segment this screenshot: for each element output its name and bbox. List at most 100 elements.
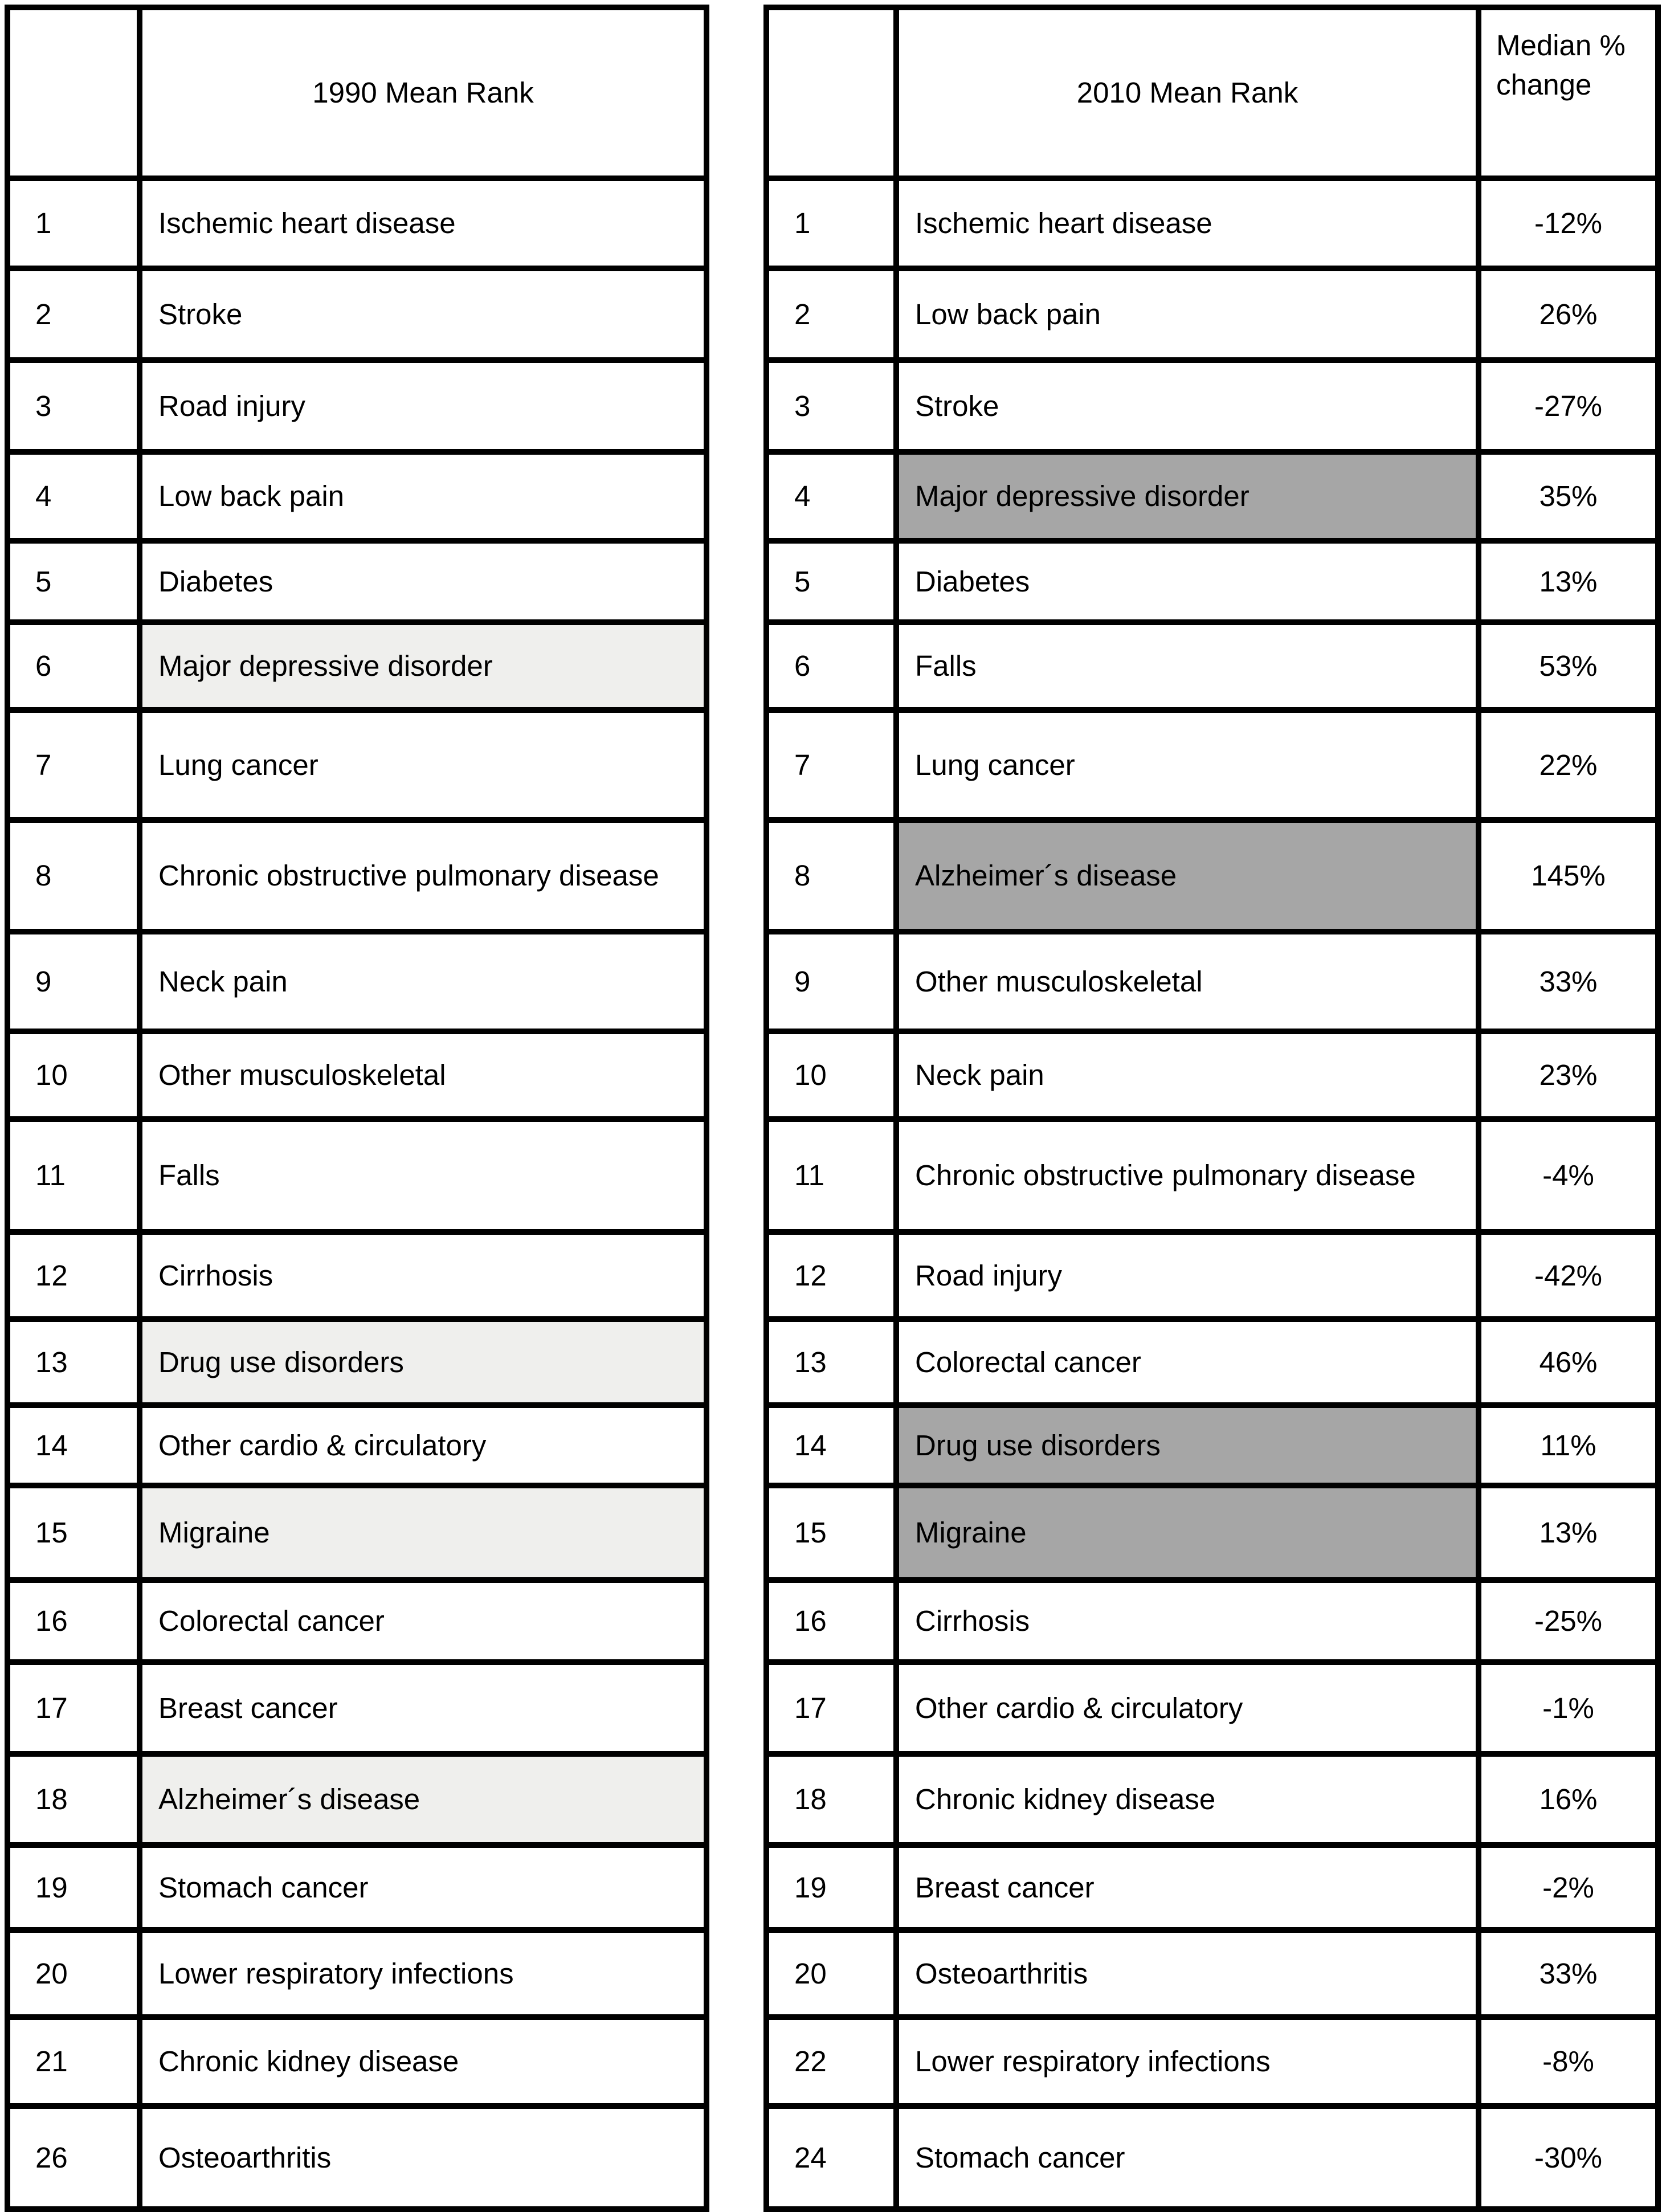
rank-cell: 7 (763, 707, 899, 823)
cause-cell: Breast cancer (137, 1659, 709, 1757)
table-row: 26 Osteoarthritis (5, 2103, 709, 2212)
table-row: 10 Neck pain 23% (763, 1029, 1661, 1122)
cause-cell-highlighted: Major depressive disorder (893, 449, 1481, 544)
rank-cell: 2 (763, 266, 899, 363)
rank-cell: 8 (5, 817, 142, 934)
table-row: 7 Lung cancer 22% (763, 707, 1661, 823)
rank-cell: 17 (5, 1659, 142, 1757)
median-change-cell: -8% (1476, 2014, 1661, 2109)
table-row: 16 Cirrhosis -25% (763, 1577, 1661, 1665)
table-row: 1 Ischemic heart disease -12% (763, 176, 1661, 271)
median-change-cell: -12% (1476, 176, 1661, 271)
table-2010-mean-rank: 2010 Mean Rank Median % change 1 Ischemic… (763, 5, 1661, 2212)
rank-cell: 19 (763, 1842, 899, 1933)
rank-cell: 2 (5, 266, 142, 363)
cause-cell-highlighted: Migraine (137, 1483, 709, 1583)
cause-cell: Stroke (893, 357, 1481, 455)
table-row: 15 Migraine (5, 1483, 709, 1583)
rank-cell: 12 (763, 1229, 899, 1322)
table-1990-rank-header-cell (5, 5, 142, 181)
rank-cell: 22 (763, 2014, 899, 2109)
cause-cell: Low back pain (893, 266, 1481, 363)
table-1990-header-row: 1990 Mean Rank (5, 5, 709, 181)
table-row: 7 Lung cancer (5, 707, 709, 823)
median-change-cell: 13% (1476, 1483, 1661, 1583)
cause-cell: Neck pain (137, 929, 709, 1034)
rank-cell: 19 (5, 1842, 142, 1933)
table-row: 3 Stroke -27% (763, 357, 1661, 455)
table-row: 18 Chronic kidney disease 16% (763, 1751, 1661, 1848)
rank-cell: 24 (763, 2103, 899, 2212)
rank-cell: 26 (5, 2103, 142, 2212)
table-2010-header-row: 2010 Mean Rank Median % change (763, 5, 1661, 181)
table-row: 5 Diabetes (5, 538, 709, 625)
cause-cell: Falls (893, 619, 1481, 713)
cause-cell: Other cardio & circulatory (137, 1402, 709, 1488)
cause-cell: Lower respiratory infections (893, 2014, 1481, 2109)
rank-cell: 17 (763, 1659, 899, 1757)
rank-cell: 3 (5, 357, 142, 455)
table-row: 20 Lower respiratory infections (5, 1927, 709, 2020)
rank-cell: 18 (5, 1751, 142, 1848)
median-change-cell: 33% (1476, 1927, 1661, 2020)
table-row: 16 Colorectal cancer (5, 1577, 709, 1665)
cause-cell: Colorectal cancer (893, 1316, 1481, 1408)
rank-cell: 16 (5, 1577, 142, 1665)
cause-cell-highlighted: Alzheimer´s disease (893, 817, 1481, 934)
rank-cell: 10 (763, 1029, 899, 1122)
rank-cell: 16 (763, 1577, 899, 1665)
median-change-cell: -4% (1476, 1116, 1661, 1235)
rank-cell: 14 (5, 1402, 142, 1488)
table-row: 13 Drug use disorders (5, 1316, 709, 1408)
median-change-cell: -1% (1476, 1659, 1661, 1757)
table-row: 6 Major depressive disorder (5, 619, 709, 713)
median-change-cell: -27% (1476, 357, 1661, 455)
median-change-cell: 13% (1476, 538, 1661, 625)
table-row: 2 Stroke (5, 266, 709, 363)
table-row: 22 Lower respiratory infections -8% (763, 2014, 1661, 2109)
median-change-cell: 23% (1476, 1029, 1661, 1122)
rank-cell: 18 (763, 1751, 899, 1848)
cause-cell: Falls (137, 1116, 709, 1235)
table-row: 6 Falls 53% (763, 619, 1661, 713)
cause-cell-highlighted: Major depressive disorder (137, 619, 709, 713)
table-row: 4 Low back pain (5, 449, 709, 544)
cause-cell: Diabetes (137, 538, 709, 625)
cause-cell: Lung cancer (137, 707, 709, 823)
table-row: 11 Falls (5, 1116, 709, 1235)
table-row: 14 Other cardio & circulatory (5, 1402, 709, 1488)
cause-cell: Cirrhosis (137, 1229, 709, 1322)
rank-cell: 20 (5, 1927, 142, 2020)
table-row: 1 Ischemic heart disease (5, 176, 709, 271)
cause-cell: Other cardio & circulatory (893, 1659, 1481, 1757)
cause-cell-highlighted: Alzheimer´s disease (137, 1751, 709, 1848)
table-row: 12 Road injury -42% (763, 1229, 1661, 1322)
rank-cell: 1 (5, 176, 142, 271)
median-change-cell: 16% (1476, 1751, 1661, 1848)
table-row: 14 Drug use disorders 11% (763, 1402, 1661, 1488)
cause-cell: Stomach cancer (137, 1842, 709, 1933)
table-row: 8 Alzheimer´s disease 145% (763, 817, 1661, 934)
rank-cell: 8 (763, 817, 899, 934)
table-2010-title: 2010 Mean Rank (893, 5, 1481, 181)
median-change-cell: -25% (1476, 1577, 1661, 1665)
cause-cell: Osteoarthritis (137, 2103, 709, 2212)
cause-cell: Other musculoskeletal (893, 929, 1481, 1034)
median-change-cell: 26% (1476, 266, 1661, 363)
table-row: 21 Chronic kidney disease (5, 2014, 709, 2109)
rank-cell: 15 (763, 1483, 899, 1583)
table-1990-title: 1990 Mean Rank (137, 5, 709, 181)
rank-cell: 11 (5, 1116, 142, 1235)
table-row: 13 Colorectal cancer 46% (763, 1316, 1661, 1408)
table-1990-mean-rank: 1990 Mean Rank 1 Ischemic heart disease 2 S… (5, 5, 709, 2212)
cause-cell: Other musculoskeletal (137, 1029, 709, 1122)
cause-cell: Road injury (137, 357, 709, 455)
median-change-cell: 53% (1476, 619, 1661, 713)
cause-cell: Osteoarthritis (893, 1927, 1481, 2020)
table-row: 5 Diabetes 13% (763, 538, 1661, 625)
table-row: 10 Other musculoskeletal (5, 1029, 709, 1122)
median-change-cell: 46% (1476, 1316, 1661, 1408)
rank-cell: 5 (763, 538, 899, 625)
cause-cell-highlighted: Migraine (893, 1483, 1481, 1583)
